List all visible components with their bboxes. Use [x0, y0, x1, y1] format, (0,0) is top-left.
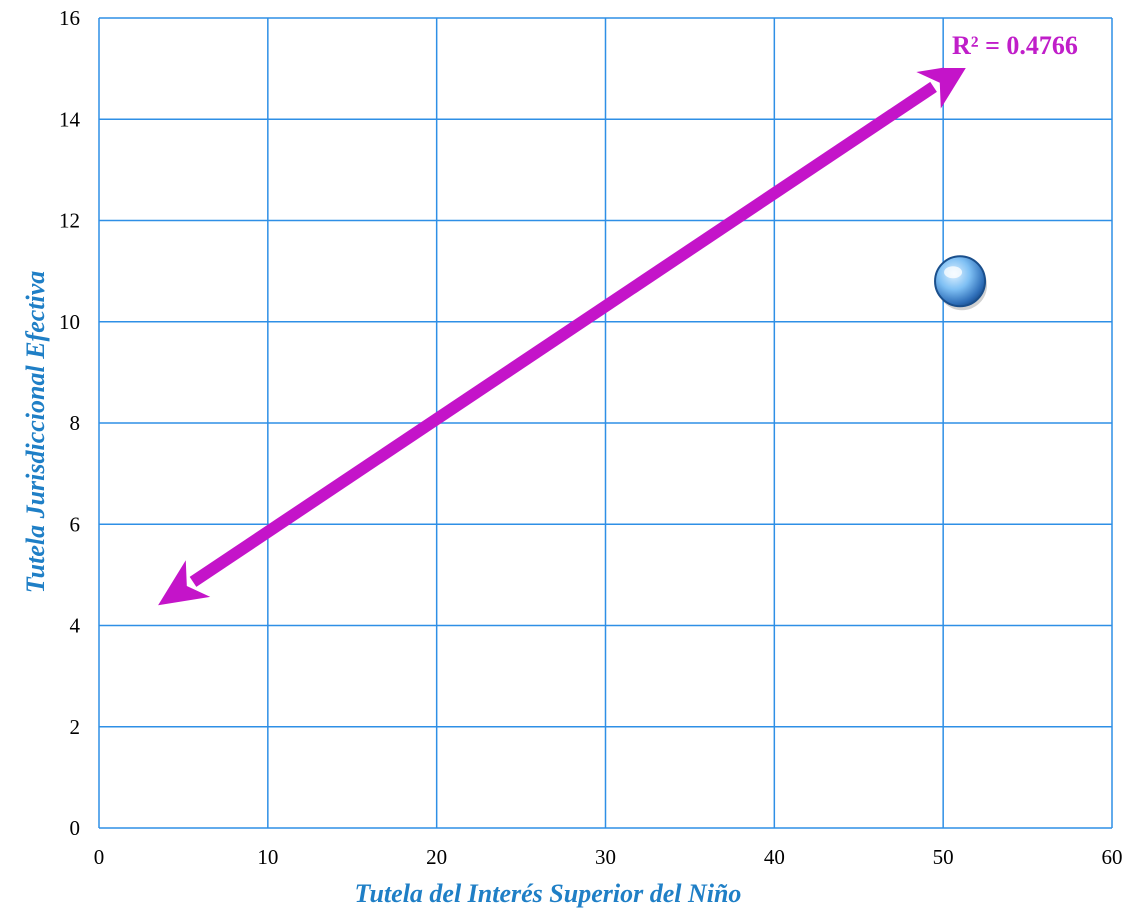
data-point-highlight-0	[944, 266, 963, 279]
y-tick-label-3: 6	[70, 512, 81, 536]
y-tick-label-8: 16	[59, 6, 80, 30]
x-tick-label-3: 30	[595, 845, 616, 869]
y-tick-label-1: 2	[70, 715, 81, 739]
x-tick-label-4: 40	[764, 845, 785, 869]
x-tick-label-5: 50	[933, 845, 954, 869]
y-axis-ticks: 0 2 4 6 8 10 12 14 16	[59, 6, 81, 840]
x-axis-ticks: 0 10 20 30 40 50 60	[94, 845, 1123, 869]
y-tick-label-4: 8	[70, 411, 81, 435]
gridlines	[98, 17, 1113, 829]
y-axis-title: Tutela Jurisdiccional Efectiva	[21, 271, 50, 594]
trendline-arrowhead-start	[158, 560, 211, 606]
data-point-0	[934, 255, 987, 308]
trendline	[189, 81, 937, 587]
x-tick-label-0: 0	[94, 845, 105, 869]
x-tick-label-1: 10	[257, 845, 278, 869]
r-squared-box	[944, 20, 1106, 68]
x-tick-label-2: 20	[426, 845, 447, 869]
y-tick-label-0: 0	[70, 816, 81, 840]
y-tick-label-2: 4	[70, 614, 81, 638]
y-tick-label-5: 10	[59, 310, 80, 334]
y-tick-label-7: 14	[59, 107, 81, 131]
trendline-group	[158, 63, 969, 606]
x-axis-title: Tutela del Interés Superior del Niño	[355, 879, 742, 908]
y-tick-label-6: 12	[59, 209, 80, 233]
x-tick-label-6: 60	[1102, 845, 1123, 869]
points-group	[934, 255, 988, 311]
r-squared-label: R² = 0.4766	[952, 31, 1078, 60]
trendline-arrowhead-end	[916, 63, 969, 109]
